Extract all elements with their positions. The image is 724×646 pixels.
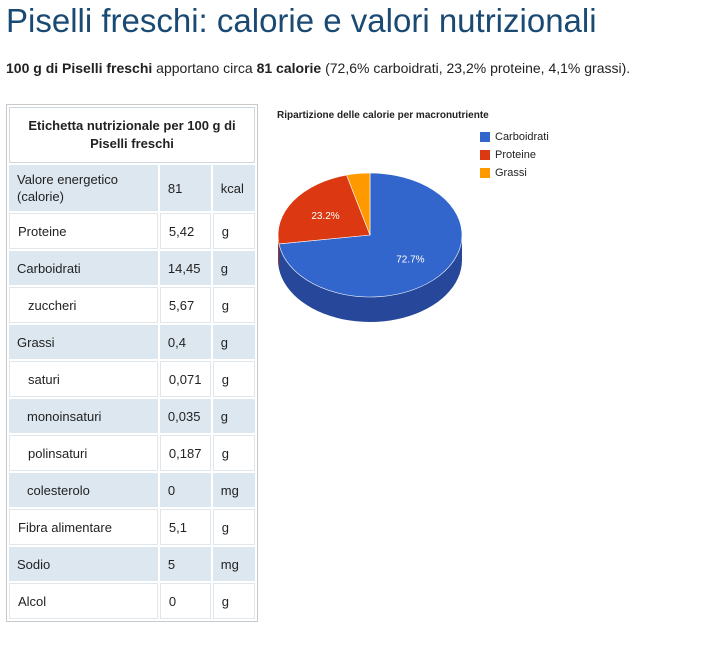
summary-middle: apportano circa: [152, 60, 257, 76]
nutrient-unit: g: [212, 435, 255, 471]
nutrient-name: polinsaturi: [9, 435, 158, 471]
legend-swatch: [480, 132, 490, 142]
table-row: Proteine 5,42 g: [9, 213, 255, 249]
nutrient-name: colesterolo: [9, 473, 158, 507]
pie-data-label: 72.7%: [396, 255, 424, 266]
nutrient-unit: mg: [212, 547, 255, 581]
chart-title: Ripartizione delle calorie per macronutr…: [277, 110, 489, 121]
nutrition-table-body: Valore energetico (calorie) 81 kcal Protein…: [9, 165, 255, 619]
nutrient-name: Fibra alimentare: [9, 509, 158, 545]
nutrient-unit: g: [212, 583, 255, 619]
legend-item: Proteine: [480, 146, 549, 164]
legend-label: Proteine: [495, 149, 536, 161]
nutrient-unit: g: [212, 251, 255, 285]
nutrient-name: Alcol: [9, 583, 158, 619]
page-title: Piselli freschi: calorie e valori nutriz…: [6, 2, 597, 39]
nutrient-name: Proteine: [9, 213, 158, 249]
nutrient-unit: kcal: [212, 165, 255, 211]
nutrient-value: 5: [159, 547, 211, 581]
nutrient-value: 0,071: [159, 361, 211, 397]
nutrition-table-header: Etichetta nutrizionale per 100 g di Pise…: [9, 107, 255, 163]
table-row: colesterolo 0 mg: [9, 473, 255, 507]
nutrition-summary: 100 g di Piselli freschi apportano circa…: [6, 60, 630, 76]
chart-legend: Carboidrati Proteine Grassi: [480, 128, 549, 182]
summary-calories: 81 calorie: [256, 60, 322, 76]
table-row: Fibra alimentare 5,1 g: [9, 509, 255, 545]
table-row: monoinsaturi 0,035 g: [9, 399, 255, 433]
nutrient-unit: mg: [212, 473, 255, 507]
nutrient-name: Sodio: [9, 547, 158, 581]
nutrition-table: Etichetta nutrizionale per 100 g di Pise…: [7, 105, 257, 621]
pie-slice-side: [278, 235, 462, 322]
table-row: Sodio 5 mg: [9, 547, 255, 581]
nutrient-value: 5,1: [159, 509, 211, 545]
table-row: Carboidrati 14,45 g: [9, 251, 255, 285]
legend-swatch: [480, 150, 490, 160]
table-row: Valore energetico (calorie) 81 kcal: [9, 165, 255, 211]
nutrition-label-panel: Etichetta nutrizionale per 100 g di Pise…: [6, 104, 258, 622]
table-row: saturi 0,071 g: [9, 361, 255, 397]
pie-slice-carboidrati: [278, 172, 463, 298]
nutrient-value: 5,42: [159, 213, 211, 249]
nutrient-unit: g: [212, 325, 255, 359]
table-row: Grassi 0,4 g: [9, 325, 255, 359]
legend-label: Carboidrati: [495, 131, 549, 143]
nutrient-name: Grassi: [9, 325, 158, 359]
summary-rest: (72,6% carboidrati, 23,2% proteine, 4,1%…: [321, 60, 631, 76]
nutrient-name: zuccheri: [9, 287, 158, 323]
nutrient-name: saturi: [9, 361, 158, 397]
table-row: zuccheri 5,67 g: [9, 287, 255, 323]
nutrient-unit: g: [212, 399, 255, 433]
table-row: polinsaturi 0,187 g: [9, 435, 255, 471]
pie-slice-proteine: [277, 174, 371, 245]
nutrient-value: 0: [159, 583, 211, 619]
nutrient-value: 81: [159, 165, 211, 211]
legend-label: Grassi: [495, 167, 527, 179]
legend-swatch: [480, 168, 490, 178]
legend-item: Grassi: [480, 164, 549, 182]
nutrient-unit: g: [212, 509, 255, 545]
nutrient-unit: g: [212, 213, 255, 249]
legend-item: Carboidrati: [480, 128, 549, 146]
summary-amount: 100 g di Piselli freschi: [6, 60, 153, 76]
nutrient-name: Valore energetico (calorie): [9, 165, 158, 211]
nutrient-name: Carboidrati: [9, 251, 158, 285]
pie-data-label: 23.2%: [311, 211, 339, 222]
nutrient-name: monoinsaturi: [9, 399, 158, 433]
nutrient-value: 0,4: [159, 325, 211, 359]
nutrient-value: 0,187: [159, 435, 211, 471]
nutrient-value: 0: [159, 473, 211, 507]
nutrient-value: 14,45: [159, 251, 211, 285]
table-row: Alcol 0 g: [9, 583, 255, 619]
pie-slice-grassi: [346, 172, 371, 236]
nutrient-value: 5,67: [159, 287, 211, 323]
nutrient-unit: g: [212, 361, 255, 397]
pie-chart: 72.7% 23.2%: [277, 172, 463, 322]
nutrient-unit: g: [212, 287, 255, 323]
nutrient-value: 0,035: [159, 399, 211, 433]
